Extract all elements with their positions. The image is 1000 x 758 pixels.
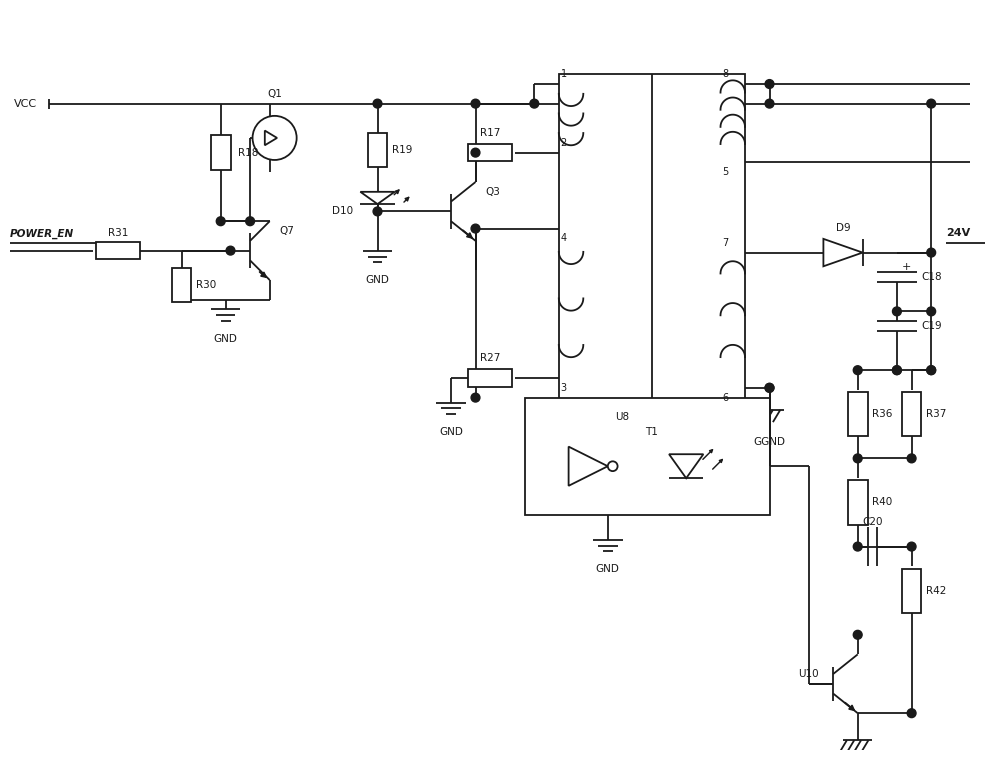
Text: R36: R36 [872, 409, 893, 419]
Circle shape [471, 393, 480, 402]
Text: 8: 8 [722, 69, 728, 80]
Circle shape [471, 224, 480, 233]
Circle shape [907, 709, 916, 718]
Text: C18: C18 [921, 272, 942, 282]
Text: U8: U8 [615, 412, 630, 422]
Circle shape [927, 366, 936, 374]
Circle shape [471, 149, 480, 157]
Text: 6: 6 [722, 393, 728, 402]
Circle shape [927, 248, 936, 257]
Text: R19: R19 [392, 146, 413, 155]
Text: R37: R37 [926, 409, 947, 419]
Text: GND: GND [366, 275, 389, 285]
Circle shape [853, 542, 862, 551]
Text: D10: D10 [332, 206, 353, 217]
Bar [848, 481, 868, 525]
Circle shape [765, 80, 774, 89]
Text: R27: R27 [480, 353, 500, 363]
Bar [468, 369, 512, 387]
Circle shape [927, 307, 936, 316]
Circle shape [246, 217, 255, 226]
Text: 24V: 24V [946, 228, 970, 238]
Bar [902, 392, 921, 437]
Circle shape [226, 246, 235, 255]
Polygon shape [265, 130, 277, 146]
Bar [172, 268, 191, 302]
Circle shape [765, 384, 774, 392]
Text: R31: R31 [108, 228, 128, 239]
Text: GGND: GGND [754, 437, 786, 446]
Circle shape [765, 384, 774, 392]
Text: GND: GND [596, 564, 620, 574]
Text: 4: 4 [561, 233, 567, 243]
Circle shape [927, 366, 936, 374]
Bar [524, 398, 770, 515]
Circle shape [530, 99, 539, 108]
Text: U10: U10 [798, 669, 819, 679]
Text: Q7: Q7 [280, 226, 294, 236]
Text: GND: GND [214, 334, 238, 344]
Bar [96, 242, 140, 259]
Text: 5: 5 [722, 168, 729, 177]
Text: R30: R30 [196, 280, 216, 290]
Bar [468, 144, 512, 161]
Bar [211, 136, 230, 170]
Text: +: + [902, 262, 911, 272]
Polygon shape [823, 239, 863, 266]
Text: GND: GND [439, 427, 463, 437]
Text: T1: T1 [645, 427, 658, 437]
Text: 7: 7 [722, 238, 729, 248]
Text: 3: 3 [561, 383, 567, 393]
Text: POWER_EN: POWER_EN [10, 228, 74, 239]
Polygon shape [669, 454, 703, 478]
Text: 1: 1 [561, 69, 567, 80]
Text: R42: R42 [926, 586, 947, 596]
Circle shape [253, 116, 297, 160]
Circle shape [892, 366, 901, 374]
Circle shape [907, 542, 916, 551]
Text: VCC: VCC [14, 99, 37, 108]
Circle shape [892, 307, 901, 316]
Text: R40: R40 [872, 497, 893, 507]
Text: 2: 2 [561, 138, 567, 148]
Text: C20: C20 [862, 517, 883, 527]
Text: R17: R17 [480, 128, 500, 138]
Circle shape [927, 99, 936, 108]
Circle shape [853, 454, 862, 463]
Bar [368, 133, 387, 168]
Circle shape [907, 454, 916, 463]
Bar [559, 74, 745, 417]
Text: R18: R18 [238, 148, 258, 158]
Text: D9: D9 [836, 223, 850, 233]
Circle shape [853, 366, 862, 374]
Bar [902, 568, 921, 612]
Text: Q1: Q1 [267, 89, 282, 99]
Text: Q3: Q3 [485, 186, 500, 197]
Bar [848, 392, 868, 437]
Circle shape [373, 207, 382, 216]
Text: C19: C19 [921, 321, 942, 331]
Polygon shape [360, 192, 395, 204]
Circle shape [216, 217, 225, 226]
Circle shape [853, 631, 862, 639]
Circle shape [373, 99, 382, 108]
Circle shape [892, 366, 901, 374]
Circle shape [471, 99, 480, 108]
Circle shape [765, 99, 774, 108]
Circle shape [608, 462, 618, 471]
Polygon shape [569, 446, 608, 486]
